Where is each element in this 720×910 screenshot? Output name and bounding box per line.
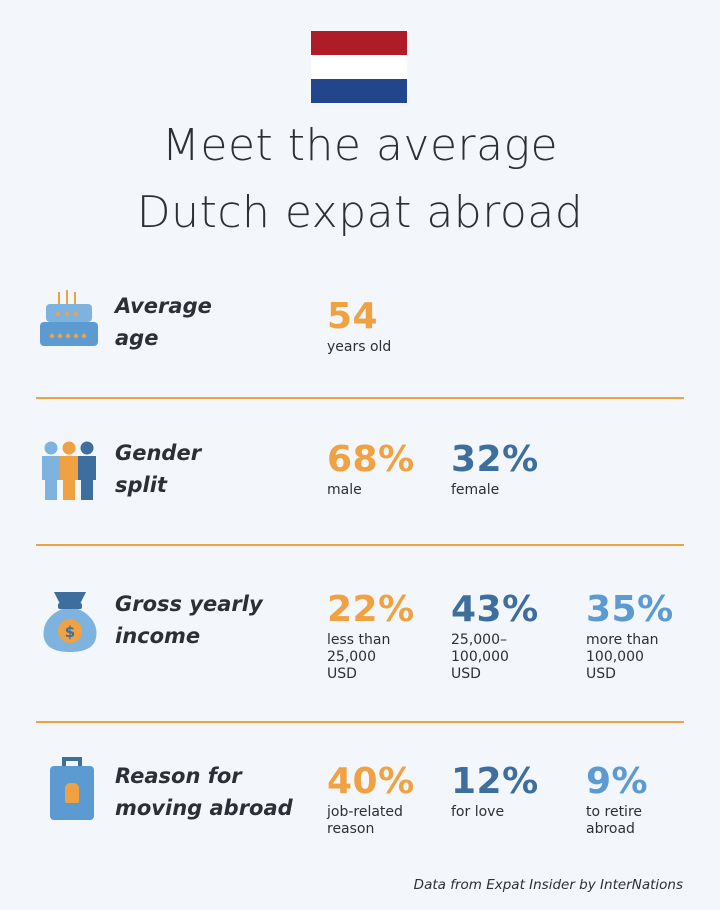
- birthday-cake-icon: [38, 286, 100, 355]
- source-credit: Data from Expat Insider by InterNations: [413, 877, 683, 893]
- divider: [36, 721, 684, 723]
- desc-line: 25,000: [327, 649, 376, 665]
- stat-desc: less than 25,000 USD: [327, 632, 415, 683]
- stat-income-more-than-100k: 35% more than 100,000 USD: [586, 590, 674, 683]
- flag-white-stripe: [311, 55, 407, 79]
- stat-desc: job-related reason: [327, 804, 415, 838]
- stat-value: 68%: [327, 439, 415, 480]
- flag-red-stripe: [311, 31, 407, 55]
- desc-line: job-related: [327, 804, 403, 820]
- desc-line: for love: [451, 804, 505, 820]
- label-line: income: [115, 624, 201, 648]
- section-label-reason-for-moving-abroad: Reason for moving abroad: [115, 760, 293, 824]
- page-title-line-2: Dutch expat abroad: [136, 187, 584, 238]
- divider: [36, 544, 684, 546]
- label-line: split: [115, 473, 167, 497]
- stat-value: 32%: [451, 439, 539, 480]
- page-title-line-1: Meet the average: [161, 120, 559, 171]
- stat-desc: 25,000– 100,000 USD: [451, 632, 539, 683]
- label-line: Gross yearly: [115, 592, 263, 616]
- label-line: Gender: [115, 441, 202, 465]
- desc-line: to retire: [586, 804, 643, 820]
- stat-female: 32% female: [451, 440, 539, 499]
- label-line: Reason for: [115, 764, 242, 788]
- stat-for-love: 12% for love: [451, 762, 539, 821]
- stat-value: 22%: [327, 589, 415, 630]
- desc-line: USD: [586, 666, 616, 682]
- label-line: age: [115, 326, 159, 350]
- desc-line: 100,000: [451, 649, 509, 665]
- section-label-average-age: Average age: [115, 290, 212, 354]
- desc-line: 25,000–: [451, 632, 507, 648]
- divider: [36, 397, 684, 399]
- section-label-gross-yearly-income: Gross yearly income: [115, 588, 263, 652]
- stat-desc: female: [451, 482, 500, 498]
- stat-to-retire: 9% to retire abroad: [586, 762, 648, 838]
- label-line: moving abroad: [115, 796, 293, 820]
- stat-job-related: 40% job-related reason: [327, 762, 415, 838]
- flag-blue-stripe: [311, 79, 407, 103]
- desc-line: reason: [327, 821, 375, 837]
- desc-line: more than: [586, 632, 659, 648]
- stat-male: 68% male: [327, 440, 415, 499]
- money-bag-icon: $: [42, 588, 98, 659]
- stat-value: 35%: [586, 589, 674, 630]
- stat-income-less-than-25k: 22% less than 25,000 USD: [327, 590, 415, 683]
- svg-text:$: $: [65, 623, 75, 641]
- label-line: Average: [115, 294, 212, 318]
- stat-value: 12%: [451, 761, 539, 802]
- desc-line: USD: [451, 666, 481, 682]
- stat-value: 40%: [327, 761, 415, 802]
- people-icon: [40, 440, 98, 507]
- stat-desc: more than 100,000 USD: [586, 632, 674, 683]
- netherlands-flag: [311, 31, 407, 103]
- suitcase-icon: [50, 757, 94, 828]
- section-label-gender-split: Gender split: [115, 437, 201, 501]
- stat-average-age: 54 years old: [327, 297, 391, 356]
- stat-value: 43%: [451, 589, 539, 630]
- stat-value: 54: [327, 296, 379, 337]
- stat-desc: years old: [327, 339, 392, 355]
- desc-line: USD: [327, 666, 357, 682]
- desc-line: less than: [327, 632, 391, 648]
- stat-desc: for love: [451, 804, 539, 821]
- stat-desc: male: [327, 482, 362, 498]
- desc-line: abroad: [586, 821, 635, 837]
- stat-income-25k-100k: 43% 25,000– 100,000 USD: [451, 590, 539, 683]
- desc-line: 100,000: [586, 649, 644, 665]
- stat-desc: to retire abroad: [586, 804, 648, 838]
- stat-value: 9%: [586, 761, 649, 802]
